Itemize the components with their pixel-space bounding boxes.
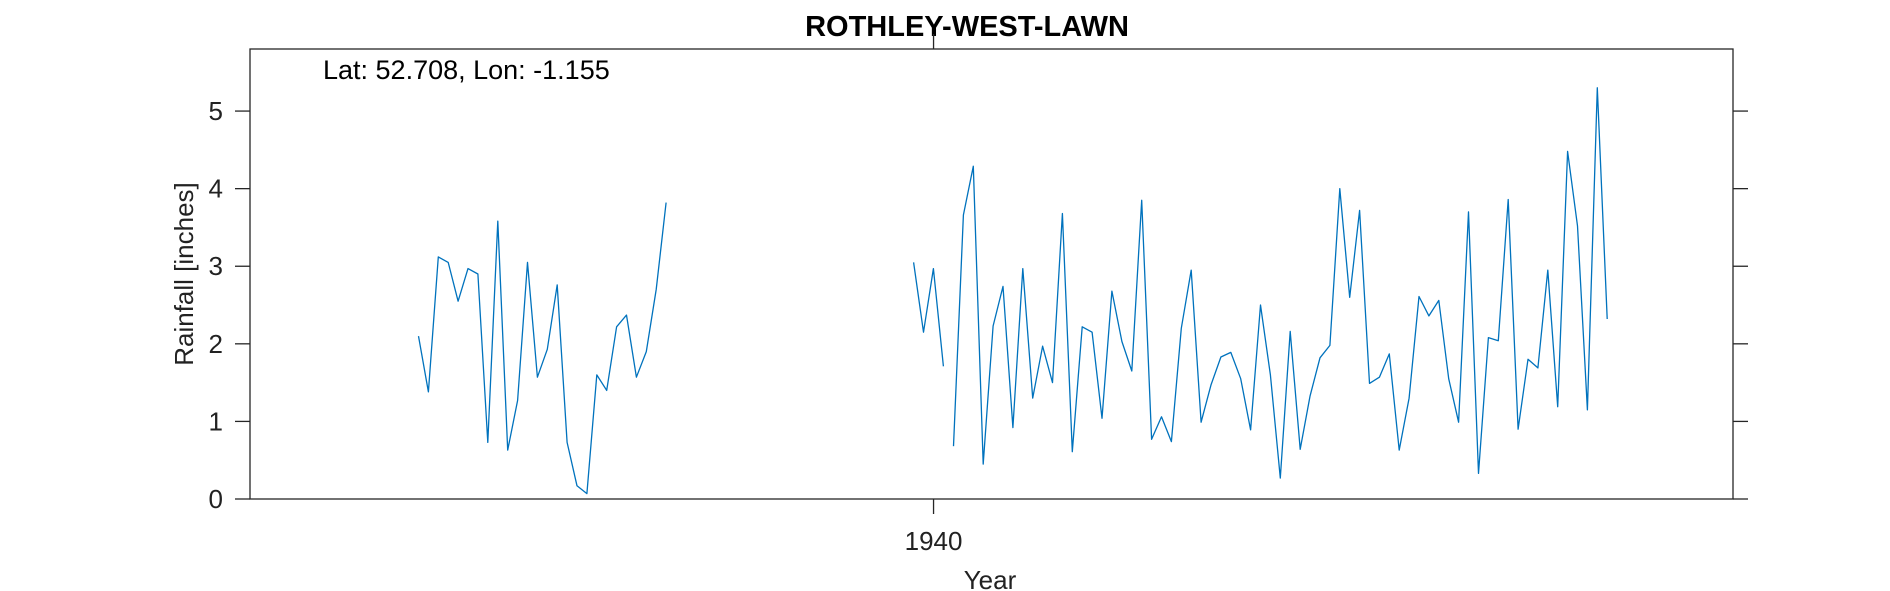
plot-area-frame bbox=[249, 48, 1734, 500]
chart-title: ROTHLEY-WEST-LAWN bbox=[805, 11, 1129, 43]
y-tick-label: 2 bbox=[209, 329, 223, 359]
y-axis-ticks: 0 1 2 3 4 5 bbox=[209, 96, 1748, 514]
rainfall-line-segment bbox=[417, 202, 667, 495]
x-tick-label: 1940 bbox=[905, 526, 963, 556]
y-axis-label: Rainfall [inches] bbox=[169, 182, 199, 366]
rainfall-series bbox=[417, 87, 1608, 495]
y-tick-label: 0 bbox=[209, 484, 223, 514]
rainfall-line-segment bbox=[912, 262, 945, 367]
y-tick-label: 1 bbox=[209, 406, 223, 436]
rainfall-line-segment bbox=[952, 87, 1608, 479]
y-tick-label: 3 bbox=[209, 251, 223, 281]
x-axis-label: Year bbox=[964, 565, 1017, 591]
y-tick-label: 4 bbox=[209, 174, 223, 204]
y-tick-label: 5 bbox=[209, 96, 223, 126]
x-axis-ticks: 1940 bbox=[905, 34, 963, 556]
location-annotation: Lat: 52.708, Lon: -1.155 bbox=[323, 55, 610, 85]
